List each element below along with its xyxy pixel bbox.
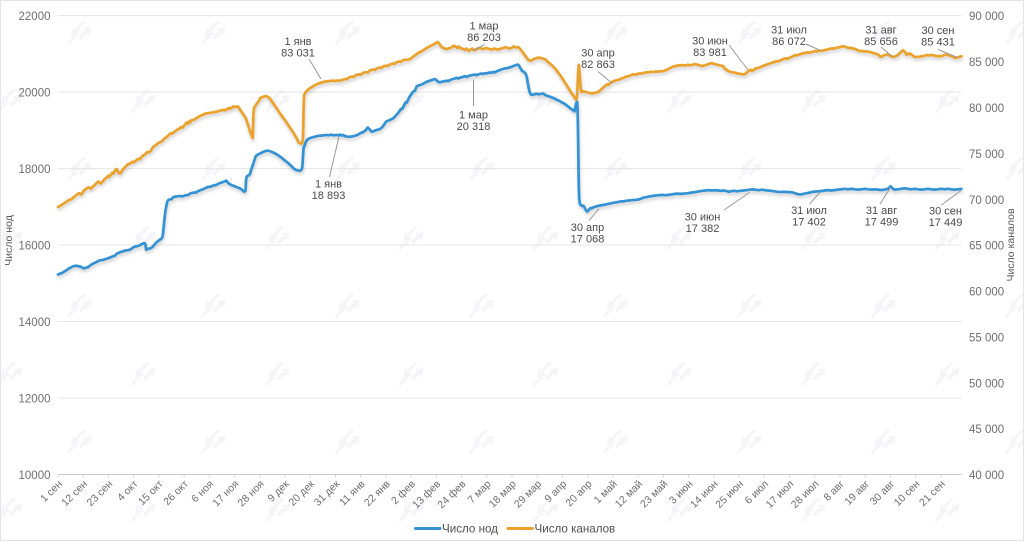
svg-text:45 000: 45 000 bbox=[969, 424, 1004, 436]
svg-text:86 072: 86 072 bbox=[772, 36, 806, 48]
svg-text:86 203: 86 203 bbox=[467, 32, 501, 44]
svg-text:20 318: 20 318 bbox=[457, 121, 491, 133]
svg-text:Число нод: Число нод bbox=[3, 215, 15, 266]
svg-text:50 000: 50 000 bbox=[969, 378, 1004, 390]
svg-text:55 000: 55 000 bbox=[969, 332, 1004, 344]
svg-text:30 июн: 30 июн bbox=[685, 211, 721, 223]
svg-text:Число каналов: Число каналов bbox=[1005, 208, 1017, 282]
svg-text:40 000: 40 000 bbox=[969, 470, 1004, 482]
svg-text:75 000: 75 000 bbox=[969, 149, 1004, 161]
svg-text:30 июн: 30 июн bbox=[692, 35, 728, 47]
svg-text:85 656: 85 656 bbox=[864, 36, 898, 48]
svg-text:70 000: 70 000 bbox=[969, 195, 1004, 207]
svg-text:31 авг: 31 авг bbox=[866, 205, 897, 217]
svg-text:83 031: 83 031 bbox=[281, 47, 315, 59]
svg-text:20000: 20000 bbox=[19, 88, 51, 100]
svg-text:30 сен: 30 сен bbox=[922, 25, 955, 37]
svg-text:80 000: 80 000 bbox=[969, 103, 1004, 115]
svg-text:16000: 16000 bbox=[19, 241, 51, 253]
svg-text:17 382: 17 382 bbox=[686, 223, 720, 235]
svg-text:17 449: 17 449 bbox=[929, 217, 963, 229]
svg-text:60 000: 60 000 bbox=[969, 287, 1004, 299]
svg-text:17 402: 17 402 bbox=[792, 216, 826, 228]
svg-text:Число нод: Число нод bbox=[442, 523, 498, 536]
svg-text:31 авг: 31 авг bbox=[865, 24, 896, 36]
svg-text:31 июл: 31 июл bbox=[771, 24, 807, 36]
svg-text:14000: 14000 bbox=[19, 317, 51, 329]
svg-text:30 апр: 30 апр bbox=[581, 47, 614, 59]
svg-text:83 981: 83 981 bbox=[693, 47, 727, 59]
svg-text:65 000: 65 000 bbox=[969, 241, 1004, 253]
svg-text:17 499: 17 499 bbox=[865, 216, 899, 228]
svg-text:12000: 12000 bbox=[19, 394, 51, 406]
svg-text:18000: 18000 bbox=[19, 164, 51, 176]
svg-text:10000: 10000 bbox=[19, 470, 51, 482]
svg-text:30 сен: 30 сен bbox=[929, 205, 962, 217]
svg-text:85 000: 85 000 bbox=[969, 57, 1004, 69]
svg-text:30 апр: 30 апр bbox=[571, 222, 604, 234]
svg-text:22000: 22000 bbox=[19, 11, 51, 23]
svg-text:18 893: 18 893 bbox=[312, 190, 346, 202]
svg-text:1 мар: 1 мар bbox=[459, 109, 488, 121]
svg-text:90 000: 90 000 bbox=[969, 11, 1004, 23]
svg-text:31 июл: 31 июл bbox=[791, 205, 827, 217]
svg-text:17 068: 17 068 bbox=[571, 233, 605, 245]
svg-text:1 янв: 1 янв bbox=[284, 36, 311, 48]
svg-text:1 мар: 1 мар bbox=[470, 20, 499, 32]
svg-text:Число каналов: Число каналов bbox=[535, 523, 616, 536]
svg-text:85 431: 85 431 bbox=[921, 36, 955, 48]
svg-text:1 янв: 1 янв bbox=[315, 178, 342, 190]
svg-text:82 863: 82 863 bbox=[581, 59, 615, 71]
